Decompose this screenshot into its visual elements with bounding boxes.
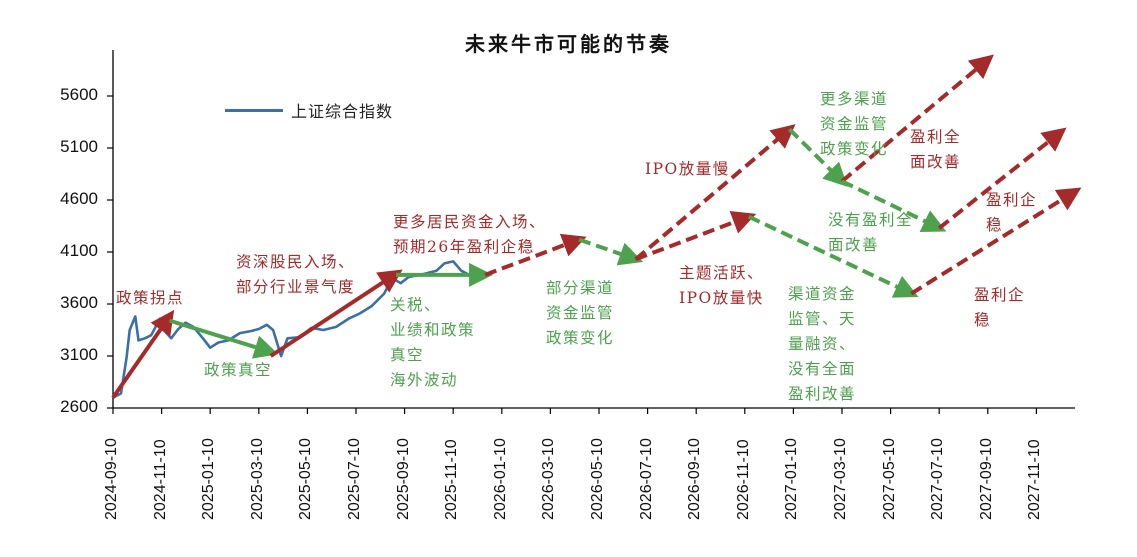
bull-arrow	[840, 54, 994, 183]
x-tick-label: 2024-09-10	[103, 438, 120, 520]
annotation-ipo-slow: IPO放量慢	[645, 160, 730, 178]
annotation-more-household-funds: 更多居民资金入场、 预期26年盈利企稳	[393, 213, 547, 256]
annotation-policy-vacuum: 政策真空	[204, 361, 273, 379]
annotation-partial-channel: 部分渠道 资金监管 政策变化	[546, 279, 615, 347]
y-tick-label: 4100	[60, 241, 98, 260]
bear-arrow	[747, 214, 919, 298]
annotation-profit-stable-2: 盈利企 稳	[974, 286, 1026, 329]
x-tick-label: 2027-09-10	[977, 438, 995, 520]
bear-arrow	[168, 318, 279, 359]
x-tick-label: 2026-01-10	[491, 438, 509, 520]
legend-swatch-index	[225, 108, 283, 112]
x-tick-label: 2027-03-10	[832, 438, 849, 520]
annotation-theme-active: 主题活跃、 IPO放量快	[679, 264, 765, 307]
x-tick-label: 2026-11-10	[734, 439, 752, 520]
y-tick-label: 4600	[60, 189, 98, 208]
annotation-veteran-investors: 资深股民入场、 部分行业景气度	[236, 253, 356, 296]
x-tick-label: 2025-11-10	[443, 439, 461, 520]
annotation-profit-stable-1: 盈利企 稳	[986, 191, 1038, 234]
x-tick-label: 2025-05-10	[297, 438, 315, 520]
x-tick-label: 2026-03-10	[540, 438, 558, 520]
x-tick-label: 2026-07-10	[637, 438, 655, 520]
chart-title: 未来牛市可能的节奏	[465, 32, 672, 56]
bull-arrow	[937, 127, 1067, 230]
y-tick-label: 2600	[60, 397, 98, 416]
y-tick-label: 5100	[60, 137, 98, 156]
x-tick-label: 2025-01-10	[200, 438, 218, 520]
bull-arrow	[634, 211, 757, 262]
annotation-more-channel: 更多渠道 资金监管 政策变化	[820, 90, 889, 158]
annotation-no-profit-full: 没有盈利全 面改善	[828, 211, 914, 254]
annotation-profit-full: 盈利全 面改善	[910, 128, 962, 171]
y-tick-label: 5600	[60, 85, 98, 104]
bear-arrow	[578, 237, 644, 266]
annotation-tariffs: 关税、 业绩和政策 真空 海外波动	[390, 296, 476, 389]
bull-arrow	[634, 124, 796, 261]
x-tick-label: 2025-09-10	[394, 438, 412, 520]
annotation-channel-regulation: 渠道资金 监管、天 量融资、 没有全面 盈利改善	[788, 285, 857, 403]
scenario-arrows	[111, 54, 1082, 399]
axes	[107, 50, 1075, 414]
legend: 上证综合指数	[225, 98, 393, 122]
bull-arrow	[111, 309, 175, 399]
x-tick-label: 2027-07-10	[929, 438, 947, 520]
bull-arrow	[910, 187, 1082, 296]
x-tick-label: 2027-05-10	[880, 438, 898, 520]
y-tick-label: 3100	[60, 345, 98, 364]
x-tick-label: 2025-07-10	[346, 438, 363, 520]
bear-arrow	[788, 127, 848, 187]
x-tick-label: 2027-01-10	[783, 438, 801, 520]
x-tick-label: 2027-11-10	[1026, 439, 1044, 520]
bull-arrow	[269, 269, 403, 358]
x-tick-label: 2026-05-10	[589, 438, 606, 520]
bull-arrow	[484, 233, 587, 277]
x-tick-label: 2025-03-10	[248, 438, 266, 520]
annotation-policy-turn: 政策拐点	[116, 289, 185, 307]
y-tick-label: 3600	[60, 293, 98, 312]
legend-label-index: 上证综合指数	[291, 102, 394, 121]
x-tick-label: 2024-11-10	[151, 439, 169, 520]
x-tick-label: 2026-09-10	[686, 438, 704, 520]
